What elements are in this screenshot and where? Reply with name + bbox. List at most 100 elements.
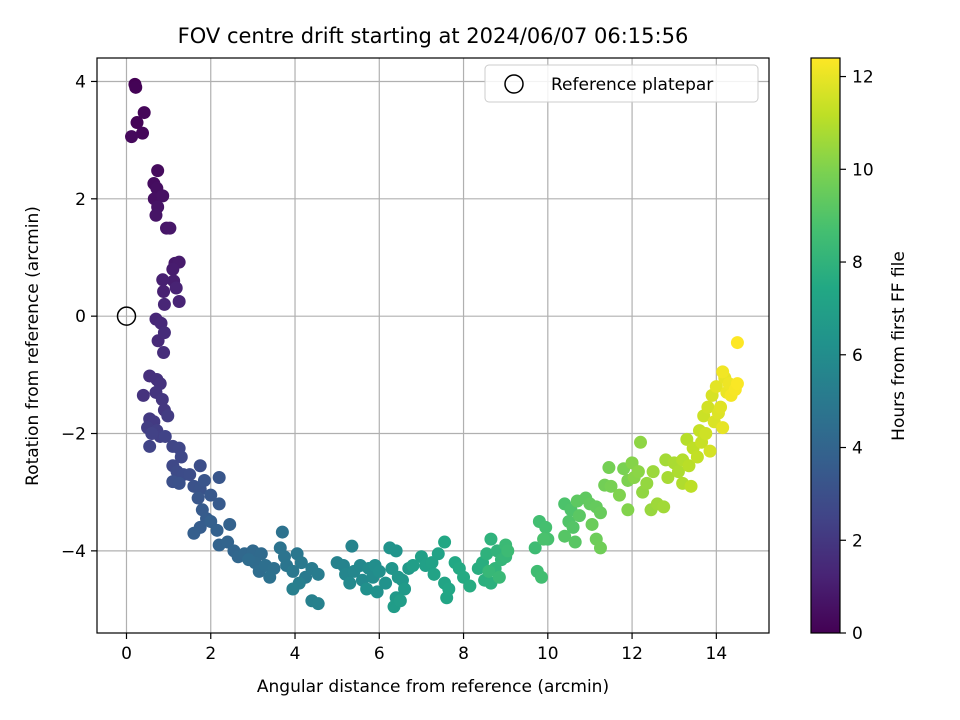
data-point [136, 126, 150, 140]
data-point [172, 476, 186, 490]
data-point [442, 582, 456, 596]
x-tick-label: 8 [458, 644, 469, 664]
data-point [427, 567, 441, 581]
data-point [242, 553, 256, 567]
data-point [528, 541, 542, 555]
data-point [716, 421, 730, 435]
data-point [730, 377, 744, 391]
data-point [156, 273, 170, 287]
x-tick-label: 6 [374, 644, 385, 664]
data-point [183, 468, 197, 482]
data-point [593, 506, 607, 520]
data-point [438, 535, 452, 549]
legend-marker-icon [504, 74, 524, 94]
data-point [286, 564, 300, 578]
data-point [172, 294, 186, 308]
data-point [572, 509, 586, 523]
data-point [682, 459, 696, 473]
y-tick-label: −2 [61, 425, 86, 445]
x-tick-label: 2 [205, 644, 216, 664]
plot-frame [96, 57, 770, 634]
legend-box [484, 64, 759, 103]
data-point [646, 465, 660, 479]
y-axis-ticks: −4 −2 0 2 4 [61, 72, 97, 562]
data-point [482, 564, 496, 578]
data-point [263, 570, 277, 584]
data-point [137, 106, 151, 120]
data-point [480, 547, 494, 561]
data-point [166, 262, 180, 276]
y-tick-label: −4 [61, 542, 86, 562]
data-point [604, 479, 618, 493]
colorbar-label: Hours from first FF file [889, 251, 909, 441]
data-point [223, 517, 237, 531]
x-axis-ticks: 0 2 4 6 8 10 12 14 [121, 633, 727, 664]
y-tick-label: 2 [75, 190, 86, 210]
data-point [311, 597, 325, 611]
data-point [158, 429, 172, 443]
data-point [537, 532, 551, 546]
y-axis-label: Rotation from reference (arcmin) [23, 206, 43, 486]
data-point [156, 189, 170, 203]
data-point [151, 164, 165, 178]
data-point [484, 532, 498, 546]
data-point [709, 380, 723, 394]
colorbar-tick-label: 0 [852, 624, 863, 644]
data-point [585, 517, 599, 531]
data-point [143, 439, 157, 453]
x-tick-label: 0 [121, 644, 132, 664]
data-point [501, 544, 515, 558]
data-point [593, 541, 607, 555]
data-point [145, 427, 159, 441]
data-point [714, 400, 728, 414]
data-point [398, 582, 412, 596]
data-point [602, 461, 616, 475]
data-point [275, 525, 289, 539]
data-point [149, 208, 163, 222]
colorbar-tick-label: 10 [852, 160, 874, 180]
data-point [631, 465, 645, 479]
data-point [294, 556, 308, 570]
data-point [690, 450, 704, 464]
data-points [125, 77, 744, 614]
reference-marker [116, 306, 137, 326]
data-point [671, 465, 685, 479]
data-point [204, 488, 218, 502]
data-point [210, 523, 224, 537]
x-tick-label: 14 [706, 644, 728, 664]
data-point [174, 450, 188, 464]
data-point [360, 582, 374, 596]
data-point [621, 503, 635, 517]
data-point [558, 529, 572, 543]
data-point [406, 559, 420, 573]
data-point [163, 221, 177, 235]
data-point [566, 520, 580, 534]
data-point [130, 116, 144, 130]
data-point [701, 400, 715, 414]
data-point [286, 582, 300, 596]
data-point [684, 479, 698, 493]
data-point [633, 435, 647, 449]
data-point [703, 444, 717, 458]
data-point [534, 570, 548, 584]
data-point [191, 491, 205, 505]
data-point [193, 459, 207, 473]
x-tick-label: 4 [290, 644, 301, 664]
data-point [568, 535, 582, 549]
data-point [197, 473, 211, 487]
data-point [699, 427, 713, 441]
data-point [212, 497, 226, 511]
data-point [212, 471, 226, 485]
data-point [372, 564, 386, 578]
data-point [389, 544, 403, 558]
x-tick-label: 10 [537, 644, 559, 664]
data-point [657, 500, 671, 514]
colorbar [810, 57, 841, 634]
data-point [125, 130, 139, 144]
data-point [161, 409, 175, 423]
legend: Reference platepar [484, 64, 759, 103]
y-tick-label: 4 [75, 72, 86, 92]
data-point [393, 594, 407, 608]
data-point [136, 388, 150, 402]
